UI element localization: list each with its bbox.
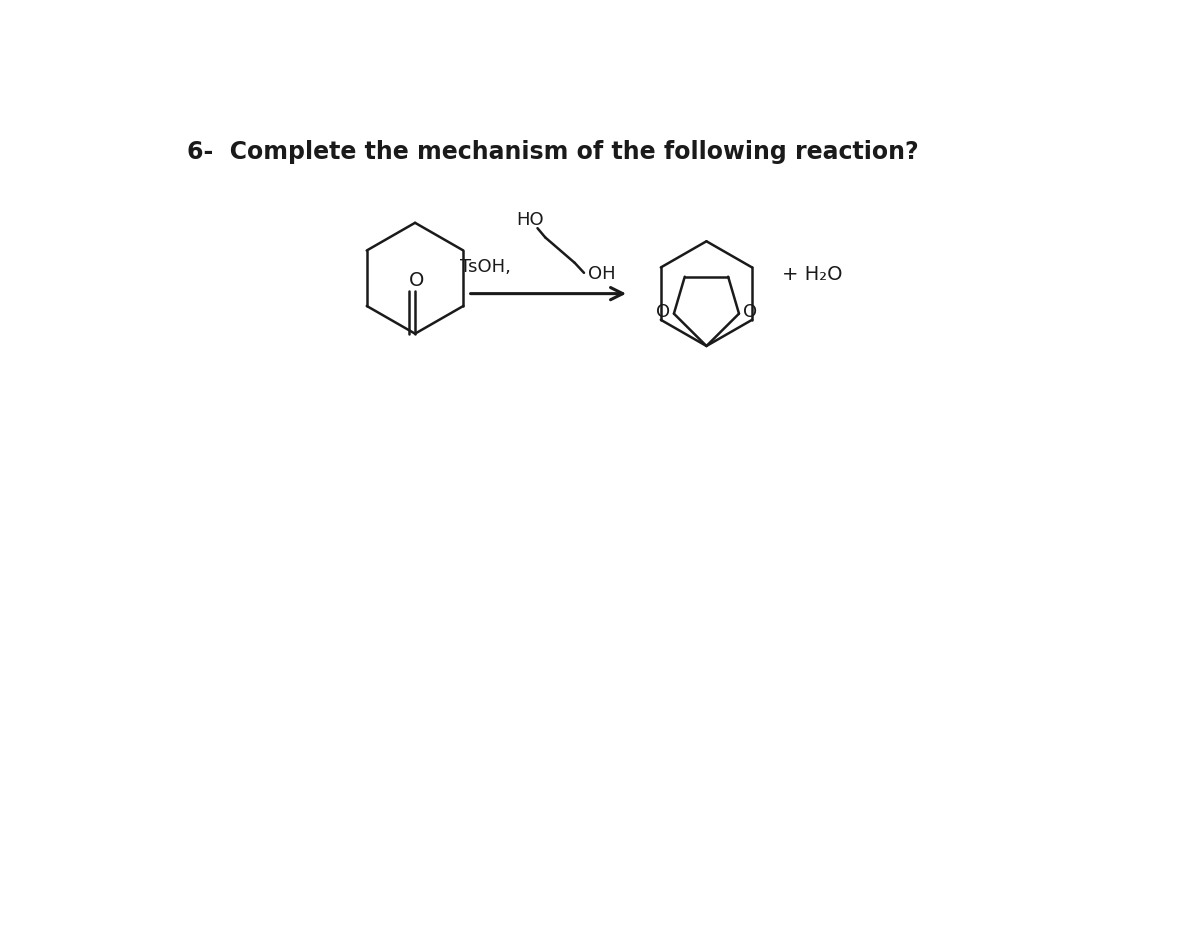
Text: + H₂O: + H₂O: [781, 265, 842, 284]
Text: OH: OH: [588, 266, 616, 284]
Text: O: O: [656, 303, 670, 321]
Text: O: O: [743, 303, 757, 321]
Text: HO: HO: [516, 211, 544, 229]
Text: 6-  Complete the mechanism of the following reaction?: 6- Complete the mechanism of the followi…: [187, 140, 919, 163]
Text: O: O: [409, 271, 425, 290]
Text: TsOH,: TsOH,: [460, 257, 511, 276]
